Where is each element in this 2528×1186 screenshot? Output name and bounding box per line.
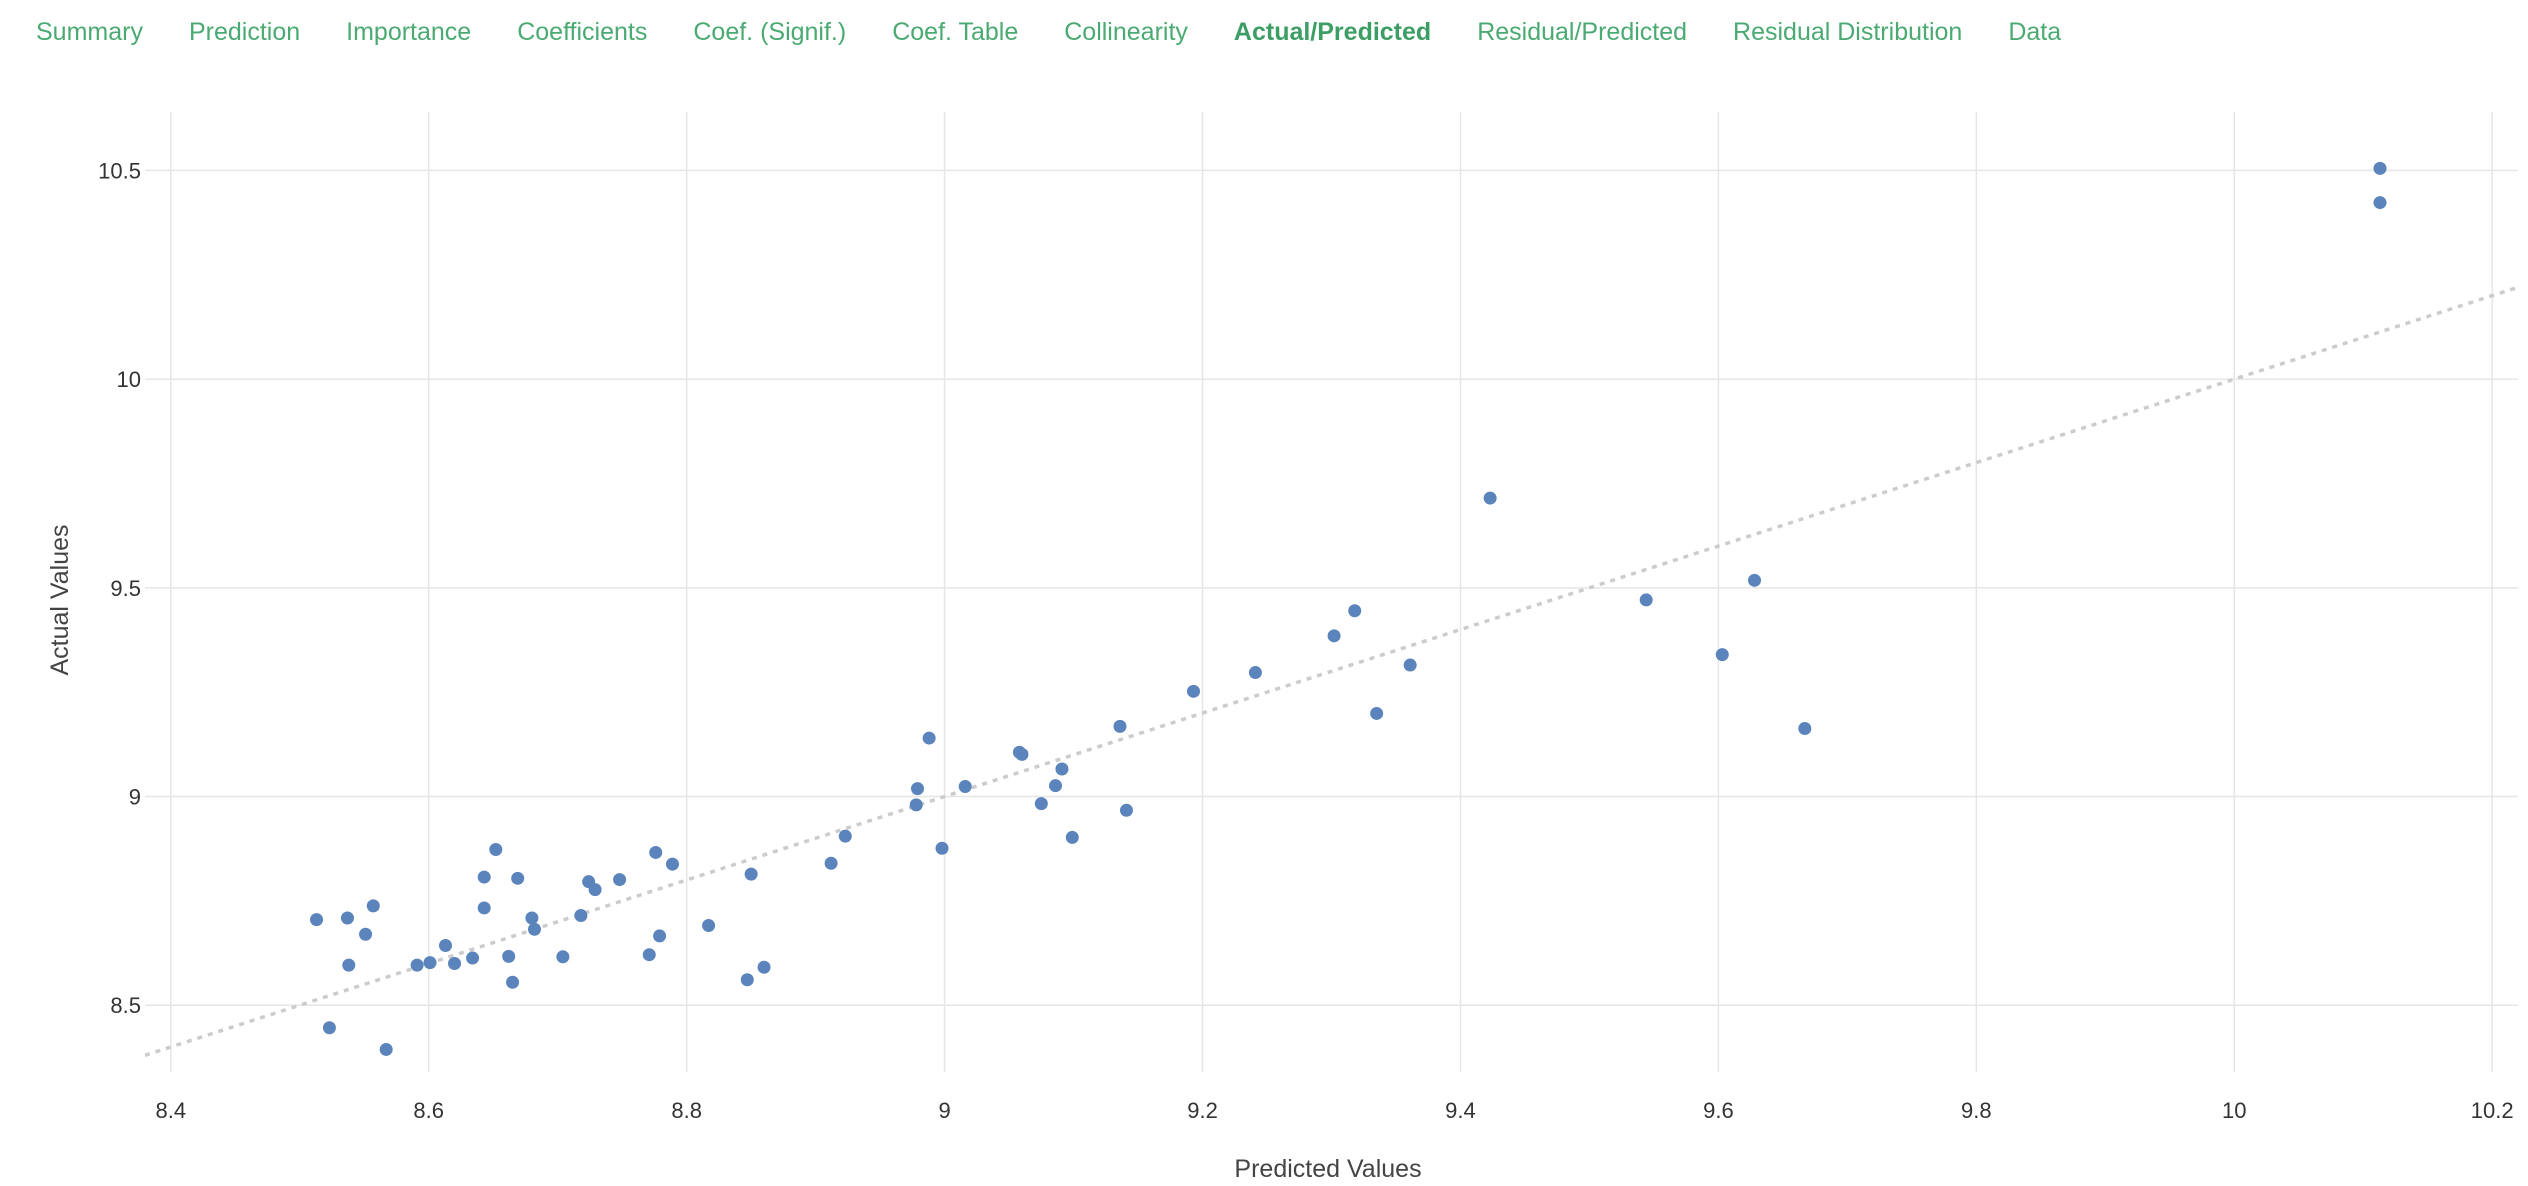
x-tick-label: 10 xyxy=(2222,1098,2246,1123)
scatter-point xyxy=(322,1021,336,1035)
scatter-point xyxy=(665,857,679,871)
scatter-point xyxy=(2373,161,2387,175)
scatter-point xyxy=(740,973,754,987)
scatter-point xyxy=(438,939,452,953)
scatter-point xyxy=(1049,779,1063,793)
scatter-point xyxy=(1639,593,1653,607)
scatter-point xyxy=(588,883,602,897)
x-tick-label: 8.6 xyxy=(413,1098,444,1123)
scatter-point xyxy=(838,829,852,843)
scatter-point xyxy=(310,913,324,927)
scatter-point xyxy=(613,873,627,887)
scatter-point xyxy=(448,956,462,970)
scatter-point xyxy=(2373,196,2387,210)
scatter-point xyxy=(1715,648,1729,662)
tab-collinearity[interactable]: Collinearity xyxy=(1064,18,1188,46)
x-tick-label: 9.6 xyxy=(1703,1098,1734,1123)
x-axis-ticks: 8.4 8.6 8.8 9 9.2 9.4 9.6 9.8 10 10.2 xyxy=(155,1098,2513,1123)
scatter-point xyxy=(359,927,373,941)
scatter-point xyxy=(1119,803,1133,817)
scatter-point xyxy=(379,1042,393,1056)
scatter-point xyxy=(1065,830,1079,844)
scatter-point xyxy=(1113,719,1127,733)
scatter-point xyxy=(366,899,380,913)
scatter-point xyxy=(525,911,539,925)
y-tick-label: 10.5 xyxy=(98,158,141,183)
scatter-point xyxy=(1055,762,1069,776)
y-tick-label: 9 xyxy=(129,785,141,810)
scatter-point xyxy=(506,975,520,989)
scatter-point xyxy=(1370,706,1384,720)
x-tick-label: 9.4 xyxy=(1445,1098,1476,1123)
scatter-point xyxy=(342,958,356,972)
y-axis-title: Actual Values xyxy=(46,524,74,675)
x-axis-title: Predicted Values xyxy=(1234,1155,1421,1183)
y-tick-label: 8.5 xyxy=(110,993,141,1018)
y-tick-label: 10 xyxy=(117,367,141,392)
scatter-point xyxy=(1348,604,1362,618)
scatter-point xyxy=(824,856,838,870)
scatter-point xyxy=(1483,491,1497,505)
scatter-point xyxy=(527,922,541,936)
y-tick-label: 9.5 xyxy=(110,576,141,601)
x-tick-label: 9 xyxy=(938,1098,950,1123)
scatter-point xyxy=(1403,658,1417,672)
scatter-point xyxy=(649,845,663,859)
tab-coef-table[interactable]: Coef. Table xyxy=(892,18,1019,46)
tab-importance[interactable]: Importance xyxy=(346,18,472,46)
reference-line xyxy=(144,285,2519,1057)
scatter-point xyxy=(410,958,424,972)
data-points xyxy=(310,161,2387,1056)
tab-actual-predicted[interactable]: Actual/Predicted xyxy=(1233,18,1432,46)
scatter-point xyxy=(653,929,667,943)
scatter-point xyxy=(1187,684,1201,698)
x-tick-label: 9.2 xyxy=(1187,1098,1218,1123)
scatter-point xyxy=(1015,747,1029,761)
scatter-point xyxy=(511,871,525,885)
chart-grid xyxy=(145,112,2518,1072)
tab-residual-predicted[interactable]: Residual/Predicted xyxy=(1477,18,1688,46)
scatter-point xyxy=(1327,629,1341,643)
scatter-point xyxy=(922,731,936,745)
scatter-point xyxy=(502,949,516,963)
x-tick-label: 8.4 xyxy=(155,1098,186,1123)
x-tick-label: 9.8 xyxy=(1961,1098,1992,1123)
tab-coef-signif[interactable]: Coef. (Signif.) xyxy=(693,18,847,46)
scatter-point xyxy=(340,911,354,925)
tab-data[interactable]: Data xyxy=(2008,18,2062,46)
scatter-point xyxy=(423,956,437,970)
scatter-point xyxy=(642,948,656,962)
scatter-point xyxy=(744,867,758,881)
scatter-point xyxy=(1748,573,1762,587)
tab-bar: Summary Prediction Importance Coefficien… xyxy=(0,0,2528,64)
scatter-point xyxy=(477,901,491,915)
scatter-point xyxy=(1034,797,1048,811)
scatter-point xyxy=(1248,666,1262,680)
x-tick-label: 10.2 xyxy=(2471,1098,2514,1123)
x-tick-label: 8.8 xyxy=(671,1098,702,1123)
scatter-point xyxy=(1798,721,1812,735)
scatter-point xyxy=(909,798,923,812)
scatter-point xyxy=(958,780,972,794)
scatter-point xyxy=(477,870,491,884)
scatter-point xyxy=(556,950,570,964)
scatter-point xyxy=(935,841,949,855)
identity-line xyxy=(144,285,2519,1057)
tab-summary[interactable]: Summary xyxy=(36,18,143,46)
scatter-point xyxy=(911,782,925,796)
tab-prediction[interactable]: Prediction xyxy=(188,18,301,46)
scatter-point xyxy=(466,951,480,965)
y-axis-ticks: 8.5 9 9.5 10 10.5 xyxy=(98,158,141,1018)
tab-coefficients[interactable]: Coefficients xyxy=(517,18,648,46)
scatter-point xyxy=(489,843,503,857)
tab-residual-distribution[interactable]: Residual Distribution xyxy=(1733,18,1963,46)
scatter-point xyxy=(702,918,716,932)
scatter-point xyxy=(757,960,771,974)
scatter-point xyxy=(574,908,588,922)
